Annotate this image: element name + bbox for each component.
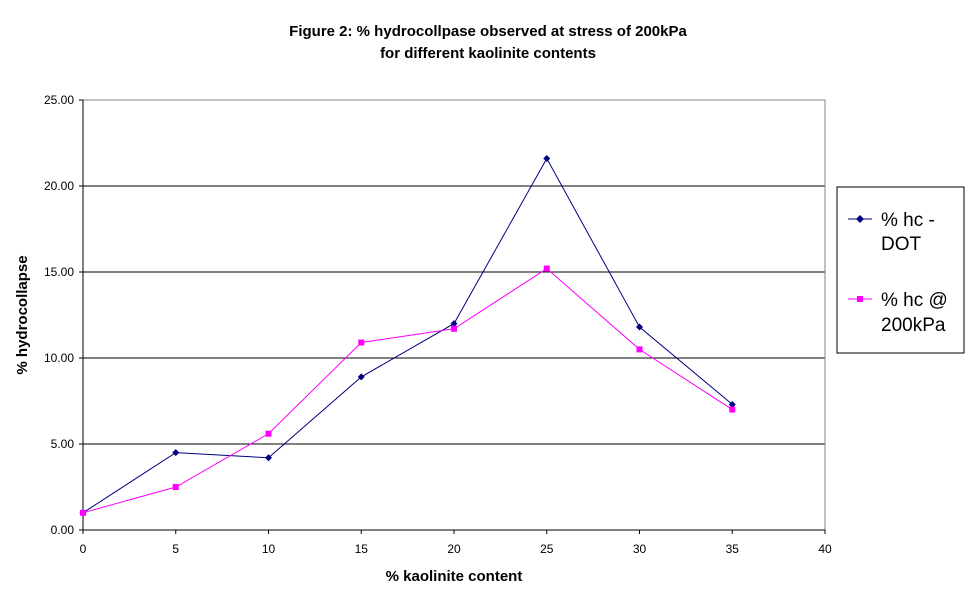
legend-marker-200kpa: [857, 296, 863, 302]
gridlines: [83, 99, 825, 445]
data-point: [80, 509, 86, 516]
y-axis-ticks: 0.00 5.00 10.00 15.00 20.00 25.00: [44, 93, 83, 537]
y-tick-label: 20.00: [44, 179, 74, 193]
legend-box: [836, 186, 965, 354]
x-tick-label: 5: [172, 542, 179, 556]
x-axis-title: % kaolinite content: [386, 568, 523, 585]
x-tick-label: 35: [726, 542, 740, 556]
data-point: [729, 406, 736, 413]
data-point: [543, 265, 550, 272]
x-tick-label: 25: [540, 542, 554, 556]
data-point: [636, 346, 643, 353]
data-point: [543, 154, 551, 162]
data-point: [265, 454, 272, 462]
legend-label-dot-line-2: DOT: [881, 234, 922, 255]
y-tick-label: 25.00: [44, 93, 74, 107]
x-tick-label: 20: [447, 542, 461, 556]
chart-title-line-2: for different kaolinite contents: [380, 45, 596, 62]
series-lines: [79, 154, 736, 517]
data-point: [358, 339, 365, 346]
legend-label-200kpa-line-1: % hc @: [881, 290, 948, 311]
x-tick-label: 10: [262, 542, 276, 556]
x-tick-label: 15: [355, 542, 369, 556]
legend-entry-200kpa: % hc @ 200kPa: [848, 290, 948, 336]
x-axis-ticks: 0 5 10 15 20 25 30 35 40: [80, 530, 832, 556]
data-point: [728, 400, 736, 408]
data-point: [450, 320, 458, 328]
legend-label-dot-line-1: % hc -: [881, 210, 935, 231]
data-point: [172, 449, 180, 457]
plot-area: [82, 99, 826, 531]
x-tick-label: 30: [633, 542, 647, 556]
data-point: [172, 484, 179, 490]
data-point: [636, 323, 643, 331]
y-tick-label: 0.00: [51, 523, 75, 537]
y-tick-label: 10.00: [44, 351, 74, 365]
y-tick-label: 5.00: [51, 437, 75, 451]
axes: [82, 100, 825, 531]
y-axis-title: % hydrocollapse: [14, 255, 31, 374]
x-tick-label: 40: [818, 542, 832, 556]
data-point: [451, 325, 457, 332]
chart-title-line-1: Figure 2: % hydrocollpase observed at st…: [289, 23, 687, 40]
series-line: [82, 267, 733, 514]
legend-marker-dot: [856, 215, 864, 223]
legend-label-200kpa-line-2: 200kPa: [881, 315, 946, 336]
legend-entry-dot: % hc - DOT: [848, 210, 935, 255]
data-point: [357, 373, 365, 381]
data-point: [265, 430, 272, 437]
y-tick-label: 15.00: [44, 265, 74, 279]
series-line: [82, 157, 733, 514]
legend: % hc - DOT % hc @ 200kPa: [836, 186, 965, 354]
series-hc-200kpa: [80, 265, 736, 516]
x-tick-label: 0: [80, 542, 87, 556]
